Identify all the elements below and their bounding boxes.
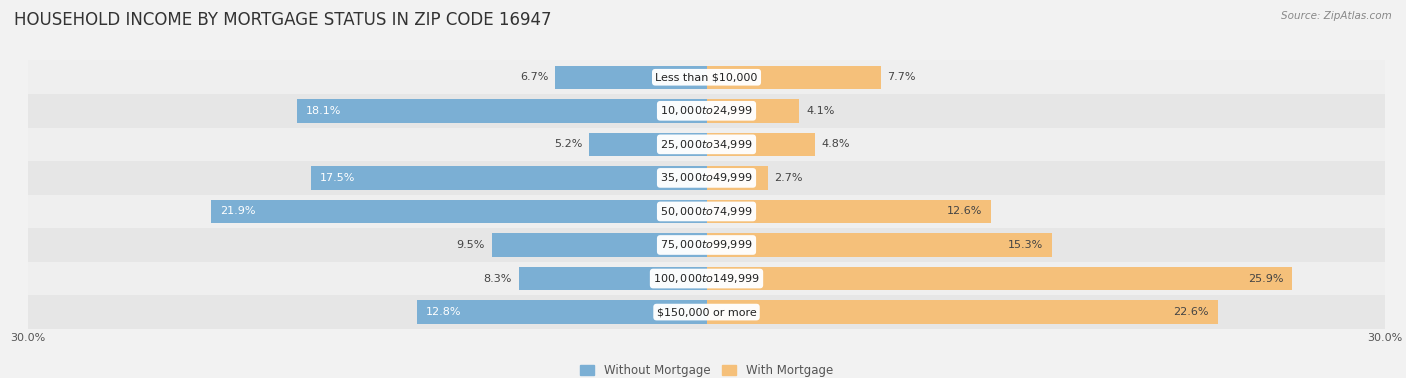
Legend: Without Mortgage, With Mortgage: Without Mortgage, With Mortgage (575, 359, 838, 378)
Bar (519, 267, 707, 290)
Text: 18.1%: 18.1% (307, 106, 342, 116)
Bar (707, 65, 880, 89)
Bar (28, 128, 1385, 161)
Bar (28, 262, 1385, 295)
Text: 12.8%: 12.8% (426, 307, 461, 317)
Text: 7.7%: 7.7% (887, 72, 915, 82)
Text: 4.1%: 4.1% (806, 106, 834, 116)
Text: 2.7%: 2.7% (775, 173, 803, 183)
Bar (707, 166, 768, 190)
Bar (589, 133, 707, 156)
Text: 4.8%: 4.8% (823, 139, 851, 149)
Text: $35,000 to $49,999: $35,000 to $49,999 (661, 171, 752, 184)
Bar (707, 200, 991, 223)
Text: $150,000 or more: $150,000 or more (657, 307, 756, 317)
Text: 22.6%: 22.6% (1173, 307, 1209, 317)
Text: $100,000 to $149,999: $100,000 to $149,999 (654, 272, 759, 285)
Text: Less than $10,000: Less than $10,000 (655, 72, 758, 82)
Bar (297, 99, 707, 122)
Text: 9.5%: 9.5% (457, 240, 485, 250)
Text: 21.9%: 21.9% (221, 206, 256, 217)
Text: 6.7%: 6.7% (520, 72, 548, 82)
Bar (707, 99, 799, 122)
Bar (28, 195, 1385, 228)
Text: Source: ZipAtlas.com: Source: ZipAtlas.com (1281, 11, 1392, 21)
Bar (492, 233, 707, 257)
Bar (28, 295, 1385, 329)
Bar (28, 161, 1385, 195)
Text: $25,000 to $34,999: $25,000 to $34,999 (661, 138, 752, 151)
Text: 25.9%: 25.9% (1247, 274, 1284, 284)
Text: 15.3%: 15.3% (1008, 240, 1043, 250)
Text: 5.2%: 5.2% (554, 139, 582, 149)
Text: $50,000 to $74,999: $50,000 to $74,999 (661, 205, 752, 218)
Text: 8.3%: 8.3% (484, 274, 512, 284)
Text: 12.6%: 12.6% (948, 206, 983, 217)
Bar (707, 301, 1218, 324)
Bar (707, 233, 1053, 257)
Text: $75,000 to $99,999: $75,000 to $99,999 (661, 239, 752, 251)
Bar (707, 133, 815, 156)
Text: 17.5%: 17.5% (319, 173, 356, 183)
Bar (707, 267, 1292, 290)
Bar (28, 60, 1385, 94)
Bar (311, 166, 707, 190)
Text: HOUSEHOLD INCOME BY MORTGAGE STATUS IN ZIP CODE 16947: HOUSEHOLD INCOME BY MORTGAGE STATUS IN Z… (14, 11, 551, 29)
Text: $10,000 to $24,999: $10,000 to $24,999 (661, 104, 752, 117)
Bar (555, 65, 707, 89)
Bar (28, 94, 1385, 128)
Bar (418, 301, 707, 324)
Bar (28, 228, 1385, 262)
Bar (211, 200, 707, 223)
